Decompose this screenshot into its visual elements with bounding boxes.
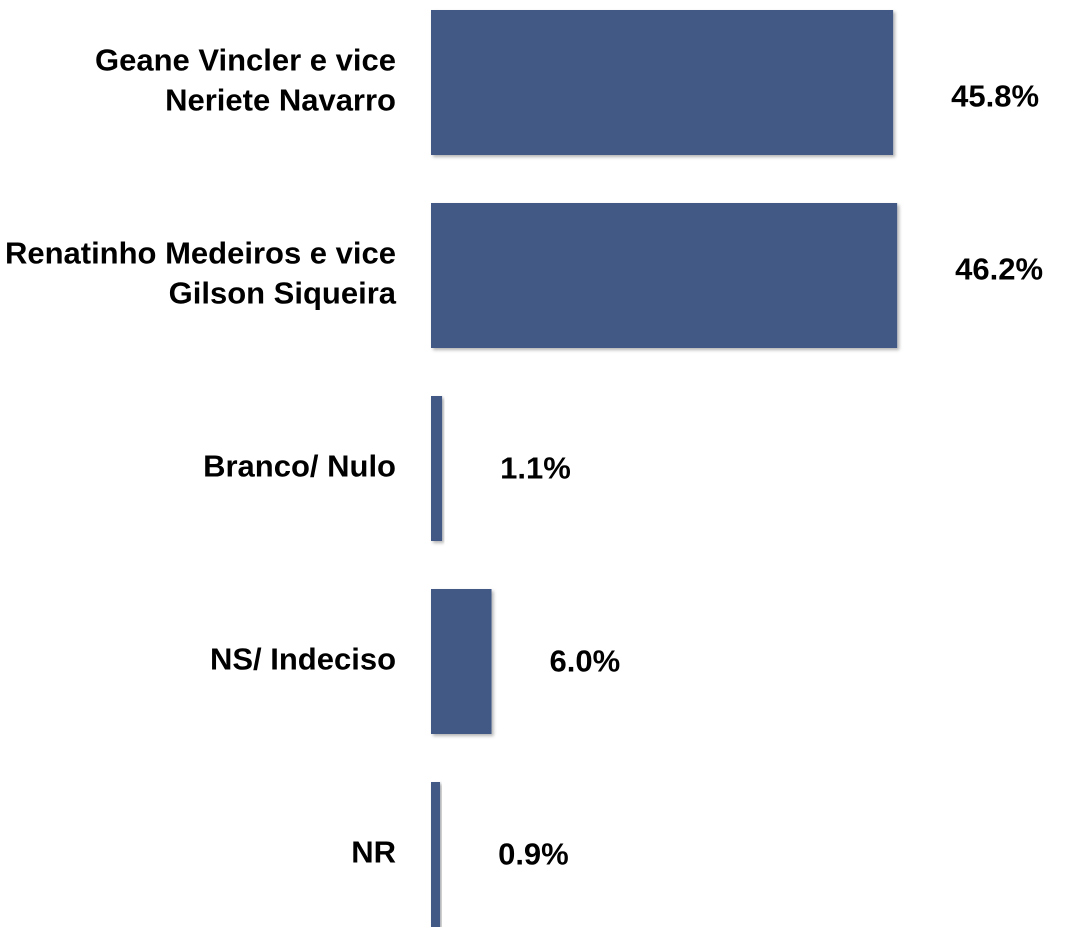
category-label: Branco/ Nulo xyxy=(203,449,396,484)
bar xyxy=(431,203,898,348)
value-label: 46.2% xyxy=(955,252,1043,287)
value-label: 6.0% xyxy=(550,644,621,679)
category-label: NS/ Indeciso xyxy=(210,642,396,677)
value-label: 45.8% xyxy=(951,79,1039,114)
category-label: Renatinho Medeiros e vice Gilson Siqueir… xyxy=(5,236,397,311)
category-label: NR xyxy=(351,835,396,870)
value-label: 0.9% xyxy=(498,837,569,872)
bar xyxy=(431,396,443,541)
value-label: 1.1% xyxy=(500,451,571,486)
bar xyxy=(431,782,441,927)
category-label: Geane Vincler e vice Neriete Navarro xyxy=(95,43,396,118)
bar xyxy=(431,10,894,155)
bar xyxy=(431,589,492,734)
